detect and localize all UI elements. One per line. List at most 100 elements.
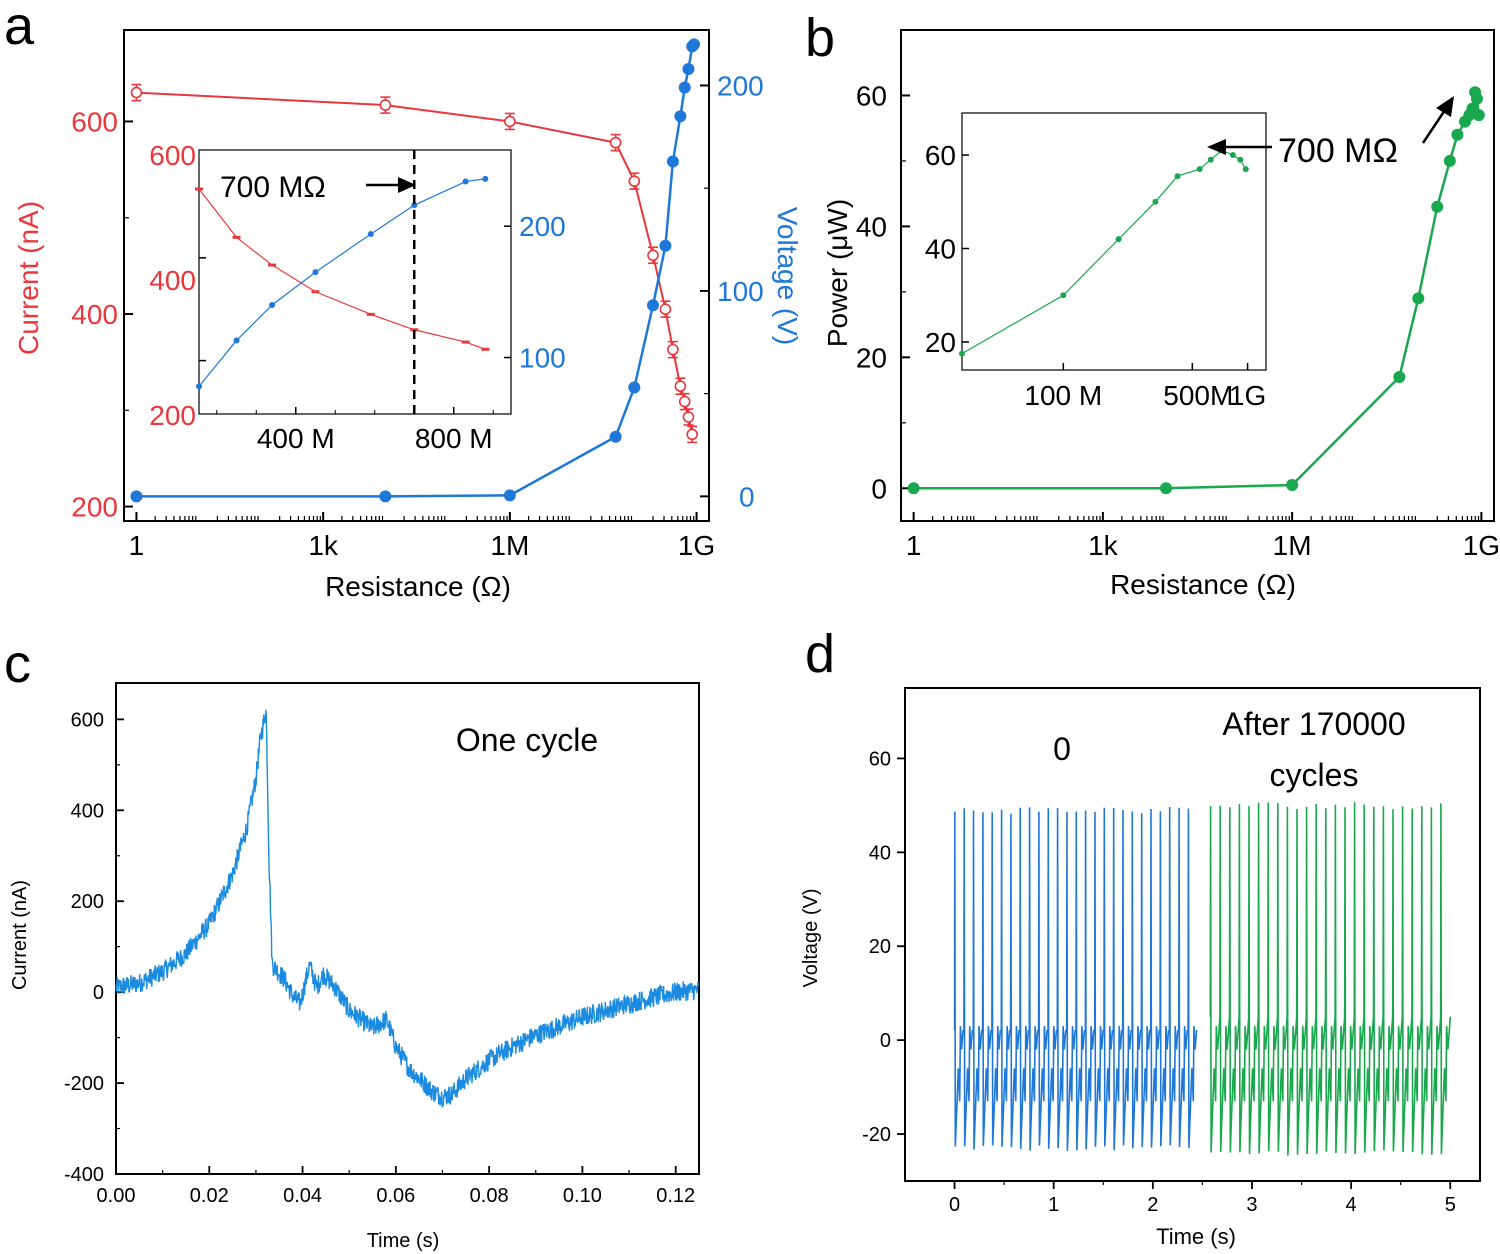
- panel-a-inset-axes: 400 M 800 M 100 200: [199, 211, 566, 454]
- panel-a-current-point: [678, 395, 691, 408]
- panel-b-x-tick-label: 1: [906, 530, 922, 561]
- panel-a-left-shifted-label: 400: [149, 265, 196, 296]
- panel-a-inset-series: [195, 175, 490, 390]
- panel-c-current-trace: [115, 709, 700, 1108]
- panel-a-left-tick-label: 600: [71, 106, 118, 137]
- panel-a-right-tick-label: 200: [717, 70, 764, 101]
- panel-d-y-tick-label: 60: [869, 748, 891, 770]
- panel-b-inset-y-tick-label: 20: [925, 327, 956, 358]
- panel-c-y-axis: -400 -200 0 200 400 600: [64, 709, 124, 1186]
- panel-a-inset-x-tick-label: 400 M: [257, 423, 335, 454]
- panel-a-current-point: [667, 343, 679, 356]
- panel-a-right-tick-label: 0: [739, 481, 755, 512]
- panel-a-x-tick-label: 1: [129, 530, 145, 561]
- panel-d-frame: [904, 687, 1481, 1182]
- panel-a-x-axis: 1 1k 1M 1G: [129, 512, 715, 561]
- panel-b-power-point: [1393, 370, 1406, 383]
- panel-a-chart: 1 1k 1M 1G 200 400 600 600 400 200 0 100 200 Resis…: [13, 29, 803, 602]
- panel-a-x-tick-label: 1M: [490, 530, 529, 561]
- panel-b-inset-x-tick-label: 100 M: [1024, 380, 1102, 411]
- panel-b-power-point: [1451, 128, 1464, 141]
- panel-a-inset-arrow: [366, 177, 416, 193]
- panel-a-left-y-label: Current (nA): [13, 201, 44, 355]
- panel-a-left-tick-label: 200: [71, 492, 118, 523]
- panel-a-current-point: [659, 303, 672, 315]
- panel-a-inset-voltage-line: [198, 178, 486, 387]
- panel-d-y-tick-label: 20: [869, 936, 891, 958]
- panel-b-frame: [900, 29, 1495, 522]
- panel-c-x-tick-label: 0.00: [97, 1185, 136, 1207]
- panel-a-inset-voltage-point: [367, 231, 374, 238]
- panel-label-b: b: [805, 8, 835, 68]
- panel-b-x-tick-label: 1M: [1273, 530, 1312, 561]
- panel-c-x-tick-label: 0.08: [470, 1185, 509, 1207]
- panel-a-x-tick-label: 1G: [678, 530, 715, 561]
- panel-a-x-tick-label: 1k: [308, 530, 339, 561]
- panel-b-inset-x-tick-label: 500M: [1163, 380, 1233, 411]
- panel-c-y-label: Current (nA): [9, 880, 31, 990]
- panel-a-current-point: [682, 411, 695, 423]
- panel-d-initial-trace: [953, 806, 1198, 1151]
- panel-c-x-tick-label: 0.12: [656, 1185, 695, 1207]
- panel-a-current-point: [504, 115, 516, 128]
- panel-a-current-point: [130, 86, 143, 99]
- panel-b-arrow: [1421, 96, 1454, 144]
- panel-b-inset-power-point: [1174, 173, 1181, 180]
- panel-b-y-axis: 0 20 40 60: [856, 80, 910, 504]
- panel-b-inset-power-point: [1229, 152, 1236, 159]
- panel-c-x-tick-label: 0.06: [376, 1185, 415, 1207]
- panel-a-voltage-point: [688, 38, 701, 51]
- panel-b-y-tick-label: 40: [856, 211, 887, 242]
- panel-b-series: [907, 86, 1485, 495]
- panel-b-inset-power-point: [1060, 292, 1067, 299]
- panel-a-voltage-point: [659, 239, 672, 252]
- panel-b-power-point: [1286, 478, 1299, 491]
- panel-c-title: One cycle: [456, 722, 598, 758]
- panel-a-voltage-point: [379, 490, 392, 503]
- panel-a-inset-right-tick-label: 100: [519, 343, 566, 374]
- panel-d-y-tick-label: 0: [880, 1030, 891, 1052]
- panel-c-y-tick-label: 0: [93, 982, 104, 1004]
- panel-a-inset-voltage-point: [269, 301, 276, 308]
- panel-c-y-tick-label: -200: [64, 1073, 104, 1095]
- panel-b-power-point: [907, 482, 920, 495]
- panel-a-right-axis: 0 100 200: [700, 70, 764, 512]
- panel-c-x-axis: 0.00 0.02 0.04 0.06 0.08 0.10 0.12: [97, 1166, 695, 1207]
- panel-b-inset-power-point: [1196, 166, 1203, 173]
- panel-c-series: [115, 709, 700, 1108]
- panel-b-y-label: Power (μW): [822, 199, 853, 347]
- panel-a-current-point: [628, 175, 641, 187]
- panel-c-chart: 0.00 0.02 0.04 0.06 0.08 0.10 0.12 -400 -200 0 20…: [9, 682, 700, 1252]
- panel-a-voltage-point: [609, 430, 622, 443]
- panel-c-x-tick-label: 0.10: [563, 1185, 602, 1207]
- panel-a-voltage-point: [628, 381, 641, 394]
- panel-c-y-tick-label: 600: [71, 709, 104, 731]
- panel-b-inset-arrow: [1207, 139, 1272, 155]
- panel-d-y-tick-label: -20: [862, 1124, 891, 1146]
- panel-a-inset-frame: [198, 149, 512, 415]
- panel-a-current-point: [379, 99, 392, 111]
- panel-d-y-axis: -20 0 20 40 60: [862, 748, 905, 1146]
- panel-a-inset-annotation: 700 MΩ: [220, 171, 326, 204]
- panel-b-power-point: [1412, 292, 1425, 305]
- panel-b-inset-power-point: [1242, 166, 1249, 173]
- panel-a-left-shifted-label: 600: [149, 140, 196, 171]
- panel-a-current-point: [647, 249, 659, 262]
- panel-b-power-point: [1472, 109, 1485, 122]
- panel-b-inset-power-point: [959, 350, 965, 357]
- panel-b-inset-power-point: [1237, 156, 1244, 163]
- panel-b-inset-x-tick-label: 1G: [1229, 380, 1266, 411]
- panel-label-a: a: [4, 0, 35, 56]
- panel-c-x-tick-label: 0.04: [283, 1185, 322, 1207]
- panel-d-x-axis: 0 1 2 3 4 5: [949, 1181, 1456, 1216]
- panel-b-x-tick-label: 1k: [1088, 530, 1119, 561]
- panel-b-inset-y-tick-label: 60: [925, 140, 956, 171]
- panel-b-x-tick-label: 1G: [1463, 530, 1500, 561]
- panel-a-voltage-point: [666, 155, 679, 168]
- panel-a-inset-voltage-point: [233, 337, 240, 344]
- panel-b-y-tick-label: 0: [871, 473, 887, 504]
- panel-b-inset-power-point: [1152, 198, 1159, 205]
- panel-d-x-tick-label: 3: [1246, 1194, 1257, 1216]
